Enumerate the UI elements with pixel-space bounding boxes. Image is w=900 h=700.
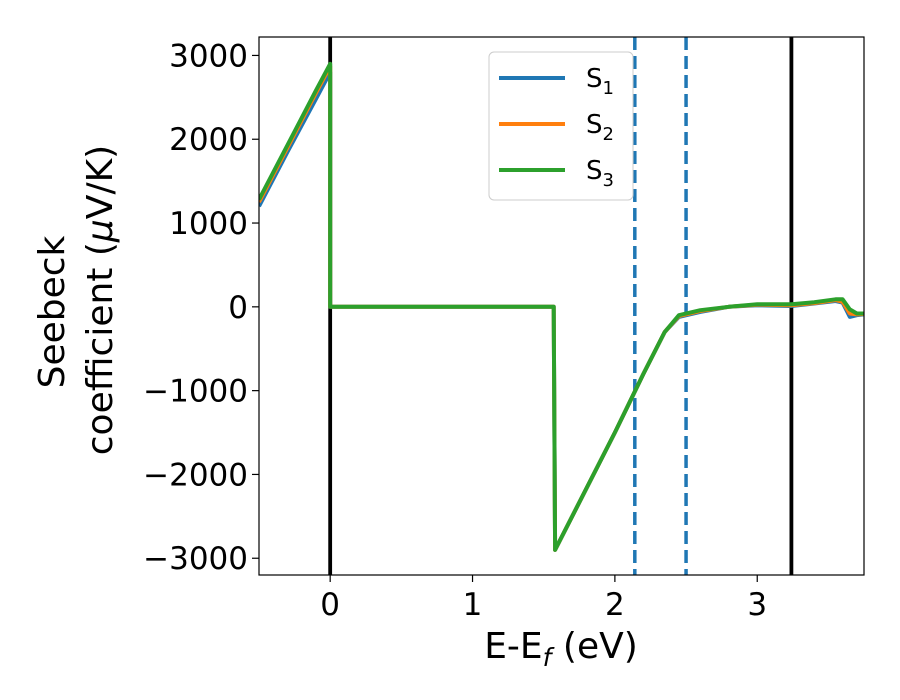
x-tick-label: 0	[320, 587, 340, 623]
y-axis-label-mu: μ	[80, 219, 121, 243]
legend-label-3: S3	[586, 156, 614, 191]
x-axis-ticks: 0 1 2 3	[320, 575, 767, 623]
y-tick-label: −3000	[143, 541, 248, 577]
x-tick-label: 2	[605, 587, 625, 623]
plot-area	[258, 36, 865, 576]
x-tick-label: 1	[463, 587, 483, 623]
x-axis-label: E-Ef (eV)	[484, 626, 638, 672]
y-tick-label: 2000	[169, 122, 248, 158]
y-tick-label: −1000	[143, 374, 248, 410]
y-axis-ticks: −3000 −2000 −1000 0 1000 2000 3000	[143, 38, 259, 577]
y-tick-label: 0	[228, 290, 248, 326]
plot-frame	[258, 36, 865, 576]
x-tick-label: 3	[747, 587, 767, 623]
x-axis-label-unit: (eV)	[551, 626, 637, 667]
y-axis-label-pre: coefficient (	[80, 242, 121, 455]
legend-label-1: S1	[586, 64, 614, 99]
legend: S1 S2 S3	[488, 51, 634, 201]
y-tick-label: 3000	[169, 38, 248, 74]
x-axis-label-main: E-E	[484, 626, 542, 667]
y-axis-label-line2: coefficient (μV/K)	[80, 145, 121, 455]
legend-label-2: S2	[586, 110, 614, 145]
y-axis-label-post: V/K)	[80, 145, 121, 219]
series-lines	[259, 61, 864, 552]
y-axis-label-line1: Seebeck	[32, 235, 73, 388]
y-tick-label: −2000	[143, 457, 248, 493]
series-line-3	[259, 61, 864, 552]
y-tick-label: 1000	[169, 206, 248, 242]
